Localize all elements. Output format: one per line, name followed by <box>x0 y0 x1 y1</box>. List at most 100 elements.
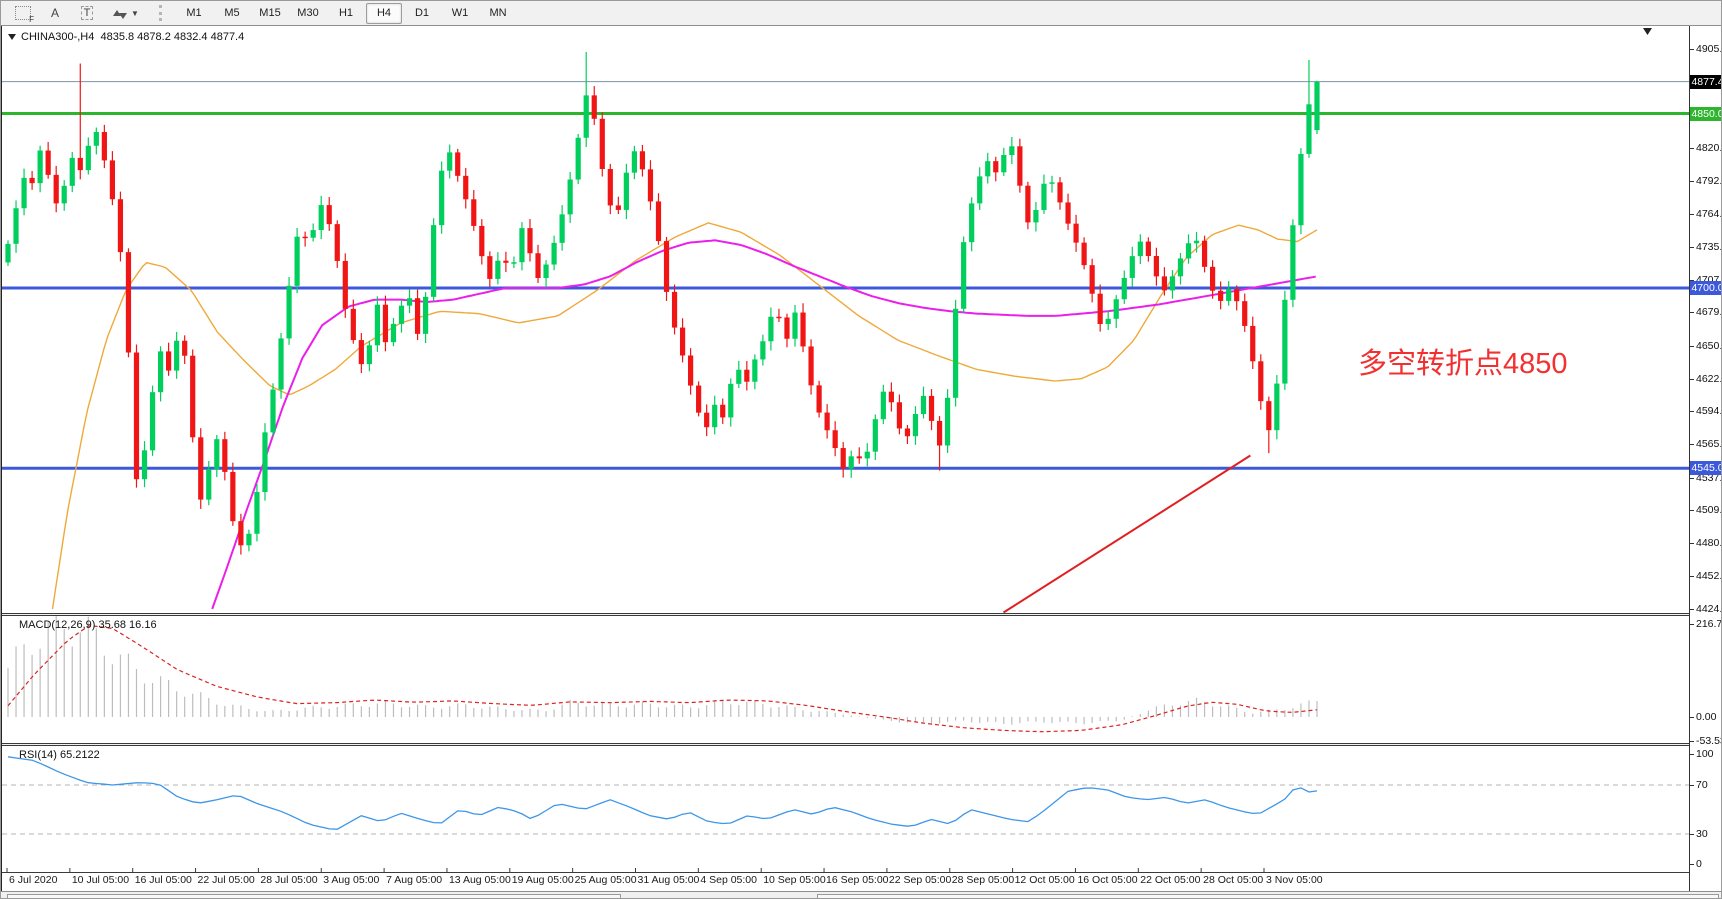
date-label: 13 Aug 05:00 <box>448 874 511 886</box>
axis-tick-label: 0.00 <box>1690 711 1721 723</box>
chart-plot-area[interactable]: CHINA300-,H4 4835.8 4878.2 4832.4 4877.4… <box>2 26 1689 891</box>
candle <box>1041 183 1047 211</box>
rsi-line[interactable] <box>7 756 1318 830</box>
candle <box>728 383 734 418</box>
ohlc-values: 4835.8 4878.2 4832.4 4877.4 <box>100 31 245 43</box>
date-label: 22 Sep 05:00 <box>888 874 952 886</box>
candle <box>583 95 589 138</box>
date-label: 4 Sep 05:00 <box>700 874 757 886</box>
axis-tick-label: 4509.0 <box>1690 504 1721 516</box>
candle <box>1169 276 1176 291</box>
date-label: 25 Aug 05:00 <box>574 874 637 886</box>
candle <box>77 157 83 171</box>
candle <box>1314 81 1320 131</box>
timeframe-button-h1[interactable]: H1 <box>338 7 354 19</box>
macd-indicator-label: MACD(12,26,9) 35.68 16.16 <box>19 619 157 631</box>
date-label: 3 Aug 05:00 <box>323 874 380 886</box>
candle <box>495 260 501 279</box>
ma-slow-line[interactable] <box>211 239 1316 610</box>
candle <box>37 150 43 184</box>
axis-tick-label: 4735.5 <box>1690 241 1721 253</box>
date-label: 22 Oct 05:00 <box>1140 874 1201 886</box>
status-box-left <box>7 894 621 898</box>
candle <box>760 341 766 360</box>
candle <box>294 236 300 286</box>
candle <box>953 308 959 398</box>
axis-tick-label: 216.78 <box>1690 618 1721 630</box>
candle <box>1193 240 1200 244</box>
candle <box>519 228 525 263</box>
candle <box>696 385 702 413</box>
candle <box>310 230 316 238</box>
candle <box>704 412 710 428</box>
toolbar-grip[interactable] <box>159 5 167 21</box>
rsi-pane[interactable] <box>2 756 1689 835</box>
candle <box>1121 277 1127 300</box>
ma-fast-line[interactable] <box>51 222 1318 610</box>
crosshair-grid-icon[interactable]: F <box>13 4 34 24</box>
candle <box>1153 256 1159 277</box>
date-label: 6 Jul 2020 <box>9 874 58 886</box>
candle <box>182 340 188 356</box>
candle <box>174 340 180 371</box>
candle <box>447 152 453 171</box>
candle <box>1306 104 1312 154</box>
candle <box>463 175 469 200</box>
candle <box>238 521 244 546</box>
candle <box>920 395 927 415</box>
candle <box>559 214 565 243</box>
chart-text-annotation[interactable]: 多空转折点4850 <box>1358 348 1568 380</box>
candle <box>832 430 838 449</box>
timeframe-buttons: M1 M5 M15 M30 H1 H4 D1 W1 MN <box>175 2 517 24</box>
candle <box>663 241 670 292</box>
timeframe-button-m5[interactable]: M5 <box>224 7 240 19</box>
chart-toolbar: F A T ▼ M1 M5 M15 M30 H1 H4 D1 W1 MN <box>1 1 1721 26</box>
candle <box>551 242 557 265</box>
candle <box>214 439 220 470</box>
timeframe-button-m30[interactable]: M30 <box>297 7 319 19</box>
arrows-tool-icon[interactable]: ▼ <box>109 4 143 22</box>
chart-shift-marker-icon[interactable] <box>1643 28 1652 35</box>
text-label-icon[interactable]: A <box>50 6 59 20</box>
macd-pane[interactable] <box>7 609 1318 733</box>
candle <box>872 419 878 452</box>
candle <box>567 179 573 215</box>
timeframe-button-h4[interactable]: H4 <box>366 2 402 24</box>
trend-line[interactable] <box>1002 454 1251 613</box>
macd-signal-line[interactable] <box>7 625 1318 733</box>
axis-tick-label: 4424.0 <box>1690 603 1721 615</box>
candle <box>149 392 156 451</box>
price-axis[interactable]: 4905.54820.54792.04764.04735.54707.04679… <box>1689 26 1721 891</box>
axis-tick-label: 100 <box>1690 748 1721 760</box>
timeframe-button-d1[interactable]: D1 <box>414 7 430 19</box>
text-box-icon[interactable]: T <box>77 4 97 22</box>
candle <box>1105 318 1111 325</box>
candle <box>286 285 292 339</box>
candle <box>398 305 405 324</box>
timeframe-button-w1[interactable]: W1 <box>451 7 469 19</box>
date-label: 28 Oct 05:00 <box>1203 874 1264 886</box>
timeframe-button-mn[interactable]: MN <box>489 7 507 19</box>
candle <box>896 402 903 429</box>
candle <box>768 316 774 342</box>
candle <box>912 414 919 437</box>
timeframe-button-m15[interactable]: M15 <box>259 7 281 19</box>
main-price-pane[interactable] <box>2 51 1689 613</box>
chart-collapse-icon[interactable] <box>8 34 16 40</box>
axis-tick-label: -53.53 <box>1690 735 1721 747</box>
candle <box>206 469 212 500</box>
candle <box>848 456 854 469</box>
candle <box>503 260 509 263</box>
candle <box>591 95 597 119</box>
candle <box>254 491 260 534</box>
candle <box>414 298 421 334</box>
axis-tick-label: 30 <box>1690 828 1721 840</box>
date-label: 16 Oct 05:00 <box>1077 874 1138 886</box>
date-label: 10 Sep 05:00 <box>763 874 826 886</box>
axis-tick-label: 4820.5 <box>1690 142 1721 154</box>
candle <box>109 160 115 200</box>
candle <box>527 228 533 254</box>
timeframe-button-m1[interactable]: M1 <box>186 7 202 19</box>
candle <box>198 437 204 500</box>
price-badge-4700.0: 4700.0 <box>1690 281 1721 296</box>
